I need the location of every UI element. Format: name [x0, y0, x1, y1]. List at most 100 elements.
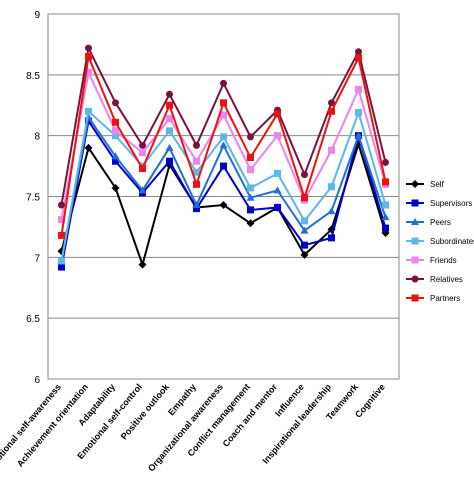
- legend-label: Self: [430, 180, 445, 189]
- data-point-supervisors: [112, 157, 119, 165]
- data-point-subordinates: [220, 133, 227, 141]
- data-point-relatives: [193, 141, 200, 149]
- y-tick-label: 9: [34, 10, 40, 21]
- data-point-peers: [354, 131, 363, 139]
- y-tick-label: 8.5: [26, 71, 40, 82]
- data-point-supervisors: [220, 162, 227, 170]
- legend-item: Partners: [406, 294, 460, 303]
- data-point-subordinates: [85, 107, 92, 115]
- data-point-partners: [274, 110, 281, 118]
- data-point-supervisors: [166, 157, 173, 165]
- data-point-partners: [355, 54, 362, 62]
- legend-marker: [411, 294, 419, 302]
- data-point-subordinates: [247, 184, 254, 192]
- data-point-self: [219, 201, 228, 210]
- data-point-subordinates: [166, 127, 173, 135]
- x-tick-label: Positive outlook: [119, 381, 172, 441]
- data-point-supervisors: [301, 241, 308, 249]
- y-tick-label: 6: [34, 375, 40, 386]
- legend-item: Self: [406, 180, 445, 189]
- data-point-peers: [381, 213, 390, 221]
- data-point-peers: [246, 193, 255, 201]
- data-point-friends: [112, 127, 119, 135]
- legend-item: Subordinates: [406, 237, 474, 246]
- data-point-partners: [139, 165, 146, 173]
- data-point-partners: [85, 53, 92, 61]
- data-point-relatives: [139, 141, 146, 149]
- legend-item: Friends: [406, 256, 457, 265]
- data-point-partners: [382, 178, 389, 186]
- data-point-relatives: [85, 44, 92, 52]
- data-point-self: [300, 250, 309, 259]
- data-point-friends: [139, 149, 146, 157]
- data-point-partners: [220, 99, 227, 107]
- legend-label: Friends: [430, 256, 457, 265]
- data-point-friends: [166, 115, 173, 123]
- data-point-self: [138, 260, 147, 269]
- data-point-subordinates: [328, 183, 335, 191]
- data-point-peers: [300, 226, 309, 234]
- data-point-subordinates: [112, 132, 119, 140]
- y-tick-label: 7: [34, 253, 40, 264]
- data-point-peers: [273, 186, 282, 194]
- legend-label: Relatives: [430, 275, 463, 284]
- data-point-supervisors: [193, 205, 200, 213]
- data-point-partners: [166, 101, 173, 109]
- legend-marker: [411, 237, 419, 245]
- data-point-peers: [138, 186, 147, 194]
- data-point-friends: [328, 146, 335, 154]
- data-point-friends: [220, 111, 227, 119]
- legend-label: Subordinates: [430, 237, 474, 246]
- series-self: [57, 140, 390, 269]
- data-point-relatives: [220, 79, 227, 87]
- legend-label: Peers: [430, 218, 451, 227]
- series-relatives: [58, 44, 389, 209]
- data-point-relatives: [247, 133, 254, 141]
- legend-item: Supervisors: [406, 199, 472, 208]
- legend-label: Supervisors: [430, 199, 472, 208]
- series-friends: [58, 68, 389, 224]
- data-point-peers: [219, 141, 228, 149]
- legend-marker: [411, 199, 419, 207]
- y-tick-label: 6.5: [26, 314, 40, 325]
- data-point-subordinates: [382, 201, 389, 209]
- data-point-subordinates: [355, 109, 362, 117]
- data-point-peers: [165, 143, 174, 151]
- data-point-subordinates: [301, 217, 308, 225]
- data-point-relatives: [58, 201, 65, 209]
- data-point-friends: [85, 68, 92, 76]
- legend-item: Peers: [406, 218, 451, 227]
- legend-marker: [411, 256, 419, 264]
- legend: Self Supervisors Peers Subordinates Friends R…: [406, 180, 474, 303]
- series-subordinates: [58, 107, 389, 265]
- data-point-friends: [58, 216, 65, 224]
- data-point-partners: [247, 154, 254, 162]
- data-point-supervisors: [328, 234, 335, 242]
- data-point-peers: [111, 152, 120, 160]
- data-point-relatives: [355, 48, 362, 56]
- y-tick-label: 8: [34, 132, 40, 143]
- data-point-peers: [192, 201, 201, 209]
- data-point-friends: [355, 85, 362, 93]
- data-point-friends: [193, 157, 200, 165]
- data-point-partners: [301, 194, 308, 202]
- y-axis-ticks: 6 6.5 7 7.5 8 8.5 9: [26, 10, 40, 386]
- data-point-friends: [274, 132, 281, 140]
- data-point-relatives: [112, 99, 119, 107]
- data-point-partners: [193, 180, 200, 188]
- data-point-partners: [58, 231, 65, 239]
- legend-marker: [411, 218, 419, 225]
- data-point-subordinates: [193, 168, 200, 176]
- data-point-self: [84, 143, 93, 152]
- data-point-supervisors: [58, 263, 65, 271]
- series-lines: [57, 44, 390, 271]
- legend-label: Partners: [430, 294, 460, 303]
- data-point-self: [246, 219, 255, 228]
- data-point-peers: [327, 207, 336, 215]
- series-partners: [58, 53, 389, 239]
- data-point-self: [111, 183, 120, 192]
- data-point-relatives: [382, 158, 389, 166]
